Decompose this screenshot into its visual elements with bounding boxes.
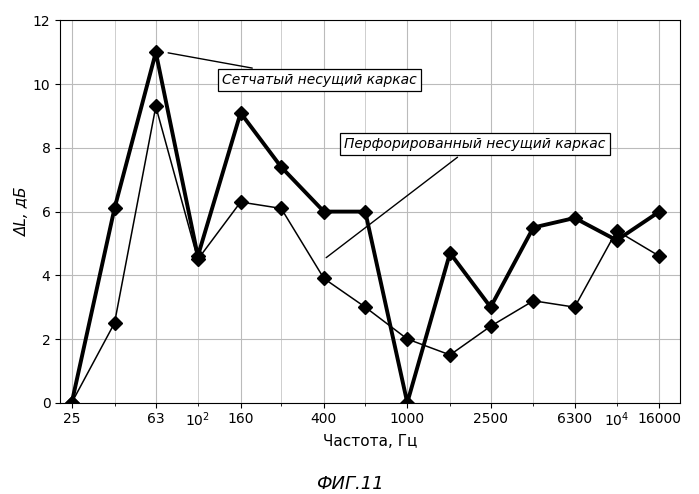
Y-axis label: ΔL, дБ: ΔL, дБ [15,187,30,237]
Text: Перфорированный несущий каркас: Перфорированный несущий каркас [326,137,605,258]
Text: ФИГ.11: ФИГ.11 [316,475,383,493]
X-axis label: Частота, Гц: Частота, Гц [323,434,417,450]
Text: Сетчатый несущий каркас: Сетчатый несущий каркас [168,53,417,87]
